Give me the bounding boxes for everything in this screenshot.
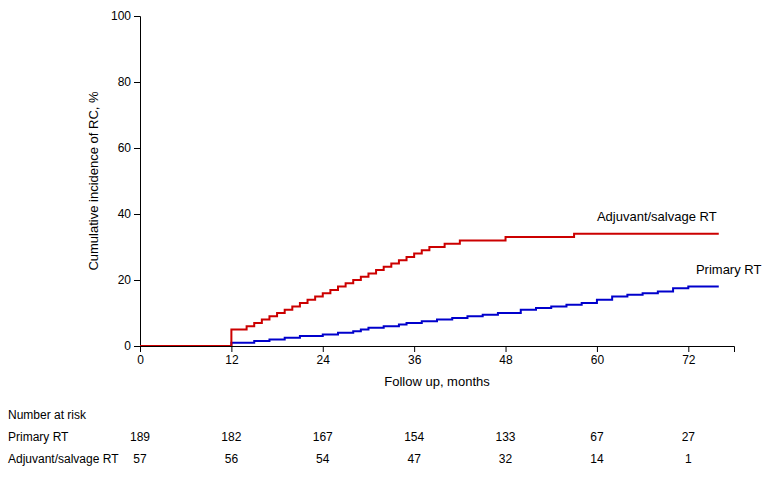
- tick-mark: [597, 346, 598, 352]
- tick-mark: [323, 346, 324, 352]
- y-axis-title: Cumulative incidence of RC, %: [86, 91, 101, 271]
- tick-label: 48: [499, 353, 513, 367]
- tick: 12: [225, 346, 239, 367]
- axis-domain: [134, 17, 141, 347]
- tick-label: 0: [124, 339, 131, 353]
- tick-mark: [134, 16, 140, 17]
- y-axis: 0 20 40 60 80 100: [111, 9, 141, 353]
- risk-count: 154: [404, 430, 424, 444]
- annotation: Adjuvant/salvage RT: [597, 209, 717, 224]
- tick-label: 12: [225, 353, 239, 367]
- axis-domain: [141, 347, 735, 353]
- tick-label: 40: [118, 207, 132, 221]
- tick-mark: [134, 346, 140, 347]
- tick: 60: [591, 346, 605, 367]
- series-group: [140, 234, 719, 346]
- tick-label: 24: [317, 353, 331, 367]
- annotation: Primary RT: [696, 262, 762, 277]
- tick: 100: [111, 9, 140, 23]
- risk-count: 14: [590, 452, 604, 466]
- risk-count: 189: [130, 430, 150, 444]
- tick-mark: [506, 346, 507, 352]
- risk-count: 57: [133, 452, 147, 466]
- risk-table: Number at riskPrimary RT1891821671541336…: [8, 408, 695, 466]
- tick: 80: [118, 75, 140, 89]
- tick-mark: [688, 346, 689, 352]
- tick: 36: [408, 346, 422, 367]
- x-axis-title: Follow up, months: [384, 374, 490, 389]
- risk-count: 1: [685, 452, 692, 466]
- tick: 60: [118, 141, 140, 155]
- tick: 0: [124, 339, 140, 353]
- x-axis: 0 12 24 36 48 60 72: [137, 346, 734, 367]
- tick-label: 72: [682, 353, 696, 367]
- risk-count: 27: [682, 430, 696, 444]
- risk-table-title: Number at risk: [8, 408, 87, 422]
- tick-mark: [134, 148, 140, 149]
- series-line: [140, 234, 719, 346]
- tick-label: 80: [118, 75, 132, 89]
- tick-mark: [231, 346, 232, 352]
- risk-count: 133: [496, 430, 516, 444]
- plot: 0 12 24 36 48 60 72 0 20 40 60 80 100 Follow up, mont…: [86, 9, 761, 389]
- tick: 20: [118, 273, 140, 287]
- tick-mark: [134, 82, 140, 83]
- risk-count: 56: [225, 452, 239, 466]
- risk-row-label: Primary RT: [8, 430, 69, 444]
- tick-label: 36: [408, 353, 422, 367]
- tick-mark: [414, 346, 415, 352]
- tick-label: 100: [111, 9, 131, 23]
- risk-count: 182: [221, 430, 241, 444]
- tick-label: 0: [137, 353, 144, 367]
- risk-count: 32: [499, 452, 513, 466]
- tick-mark: [134, 214, 140, 215]
- tick: 48: [499, 346, 513, 367]
- tick: 24: [317, 346, 331, 367]
- risk-count: 54: [316, 452, 330, 466]
- risk-count: 67: [590, 430, 604, 444]
- tick-label: 60: [591, 353, 605, 367]
- tick: 0: [137, 346, 144, 367]
- risk-count: 47: [407, 452, 421, 466]
- tick-mark: [134, 280, 140, 281]
- tick: 40: [118, 207, 140, 221]
- risk-row-label: Adjuvant/salvage RT: [8, 452, 119, 466]
- risk-count: 167: [313, 430, 333, 444]
- series-line: [140, 287, 719, 346]
- tick: 72: [682, 346, 696, 367]
- tick-label: 20: [118, 273, 132, 287]
- chart: 0 12 24 36 48 60 72 0 20 40 60 80 100 Follow up, mont…: [0, 0, 778, 498]
- tick-label: 60: [118, 141, 132, 155]
